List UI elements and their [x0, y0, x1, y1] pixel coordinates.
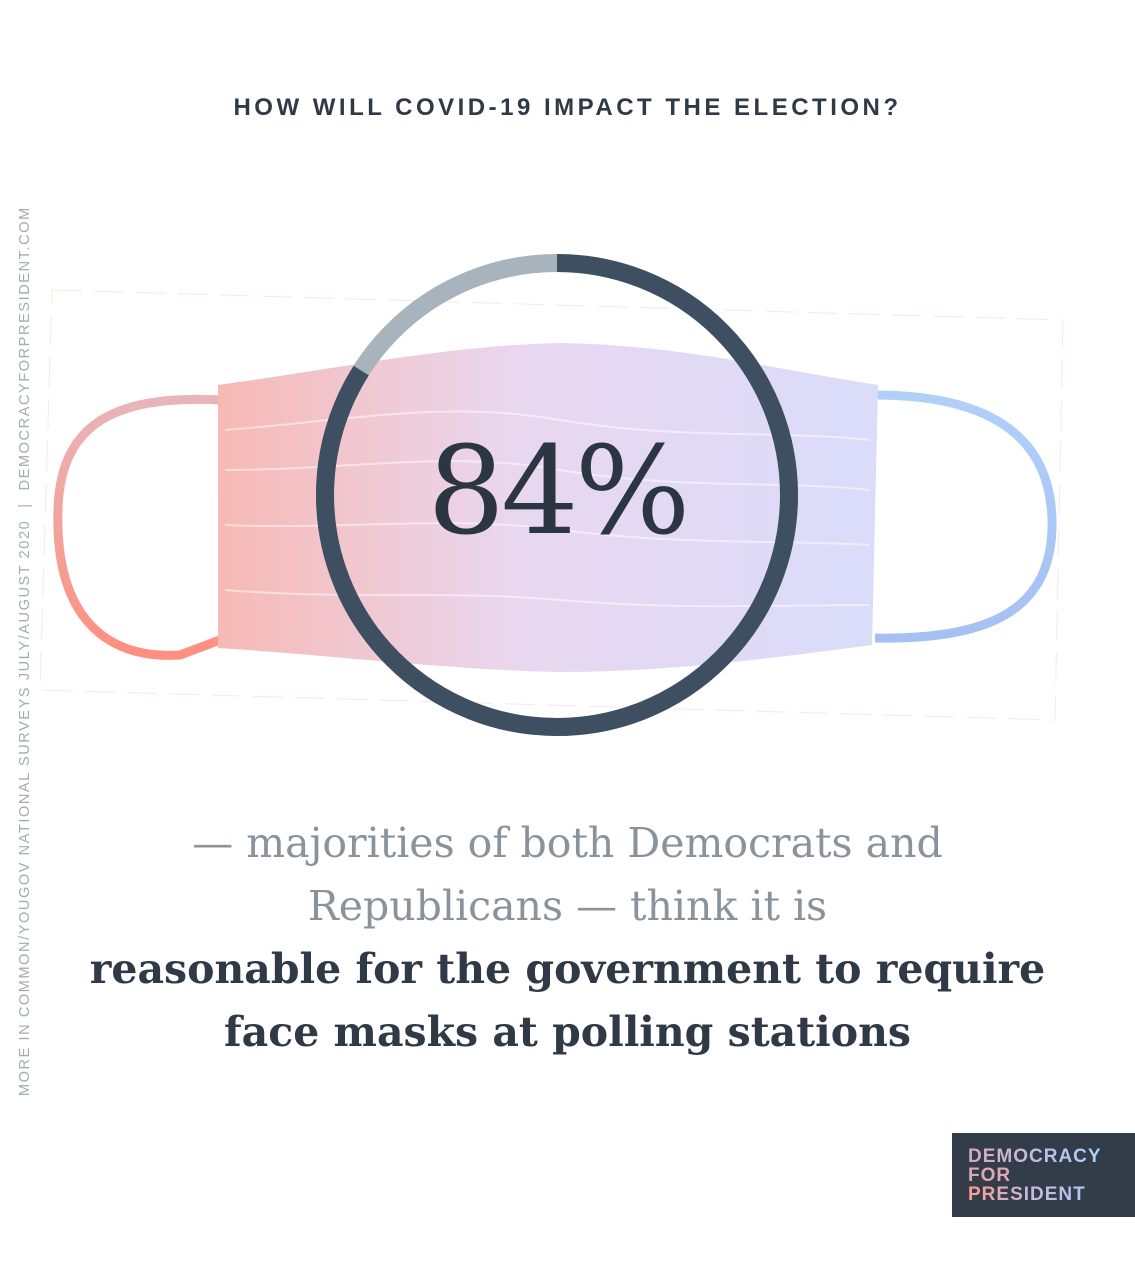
- caption-light: — majorities of both Democrats and Repub…: [192, 819, 943, 930]
- page-title: HOW WILL COVID-19 IMPACT THE ELECTION?: [233, 94, 902, 121]
- caption-bold: reasonable for the government to require…: [89, 945, 1046, 1056]
- logo-line-3: PRESIDENT: [968, 1184, 1086, 1205]
- logo-line-2: FOR: [968, 1165, 1012, 1186]
- logo: DEMOCRACY FOR PRESIDENT: [952, 1133, 1135, 1217]
- caption: — majorities of both Democrats and Repub…: [60, 812, 1075, 1064]
- stat-percentage: 84%: [427, 420, 690, 562]
- ring-progress: [316, 254, 798, 736]
- logo-line-1: DEMOCRACY: [968, 1146, 1102, 1167]
